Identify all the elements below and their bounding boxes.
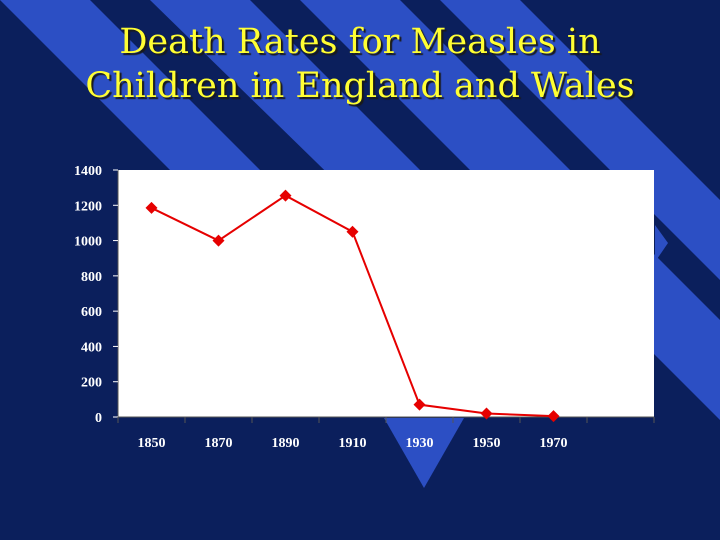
data-point-marker	[480, 407, 493, 420]
data-point-marker	[346, 225, 359, 238]
y-tick-label: 0	[95, 411, 102, 426]
x-tick-label: 1970	[540, 436, 568, 451]
y-tick-label: 1400	[74, 164, 102, 179]
y-tick-label: 600	[81, 305, 102, 320]
x-tick-label: 1910	[339, 436, 367, 451]
title-line-2: Children in England and Wales	[85, 66, 635, 106]
stripe-diamond-right	[655, 225, 668, 262]
x-tick-label: 1890	[272, 436, 300, 451]
y-tick-label: 1200	[74, 199, 102, 214]
y-tick-label: 800	[81, 270, 102, 285]
series-group	[145, 189, 560, 423]
y-axis-ticks: 0 200 400 600 800 1000 1200 1400	[74, 164, 118, 426]
data-point-marker	[547, 410, 560, 423]
plot-area	[118, 170, 654, 417]
data-point-marker	[413, 398, 426, 411]
x-tick-label: 1850	[138, 436, 166, 451]
data-point-marker	[279, 189, 292, 202]
x-tick-label: 1930	[406, 436, 434, 451]
y-tick-label: 200	[81, 376, 102, 391]
title-line-1: Death Rates for Measles in	[119, 22, 601, 62]
x-tick-label: 1950	[473, 436, 501, 451]
x-axis-ticks: 1850 1870 1890 1910 1930 1950 1970	[117, 417, 655, 451]
slide-title: Death Rates for Measles in Children in E…	[0, 20, 720, 108]
x-tick-label: 1870	[205, 436, 233, 451]
y-tick-label: 1000	[74, 235, 102, 250]
data-point-marker	[212, 234, 225, 247]
y-tick-label: 400	[81, 340, 102, 355]
data-point-marker	[145, 201, 158, 214]
stripe-diamond-bottom	[384, 418, 464, 488]
